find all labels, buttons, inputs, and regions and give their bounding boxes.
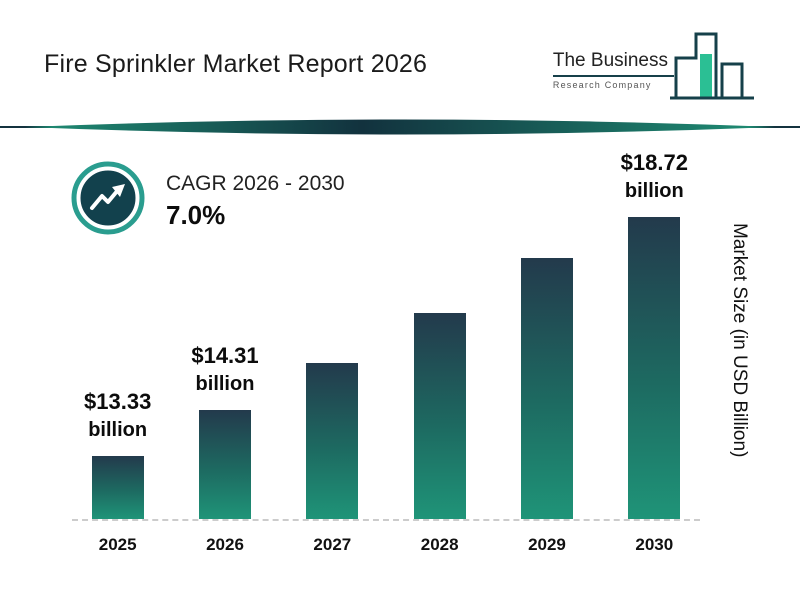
bar-value-unit: billion: [88, 419, 148, 441]
bar-chart-logo-icon: [670, 28, 756, 111]
axis-baseline: [72, 519, 700, 521]
x-tick-2026: 2026: [206, 535, 244, 554]
x-tick-2029: 2029: [528, 535, 566, 554]
bar-2025: [91, 456, 144, 519]
bar-2030: [628, 216, 681, 519]
bar-group-2028: 2028: [386, 148, 493, 555]
logo-line1: The Business: [552, 50, 674, 77]
logo-line2: Research Company: [552, 80, 652, 90]
bar-column-2026: $14.31 billion: [191, 148, 259, 519]
company-logo: The Business Research Company: [552, 28, 756, 111]
logo-text: The Business Research Company: [552, 50, 674, 90]
plot-area: $13.33 billion 2025 $14.31 billion 2026 2027 20…: [64, 148, 708, 572]
bar-column-2027: [306, 148, 359, 519]
bar-column-2028: [413, 148, 466, 519]
bar-2028: [413, 313, 466, 519]
bar-value-amount: $13.33: [84, 389, 152, 415]
bar-value-label-2025: $13.33 billion: [84, 387, 151, 444]
bar-column-2025: $13.33 billion: [84, 148, 151, 519]
cagr-label: CAGR 2026 - 2030: [166, 172, 345, 195]
bar-column-2029: [520, 148, 573, 519]
x-tick-2027: 2027: [313, 535, 352, 554]
bar-value-unit: billion: [624, 179, 684, 202]
x-tick-2028: 2028: [420, 535, 459, 554]
bar-group-2026: $14.31 billion 2026: [171, 148, 278, 555]
bar-value-unit: billion: [195, 373, 255, 395]
bar-2029: [520, 258, 573, 519]
bar-value-label-2026: $14.31 billion: [191, 341, 258, 398]
bar-group-2029: 2029: [493, 148, 600, 555]
x-tick-2030: 2030: [635, 535, 674, 554]
bar-2027: [306, 363, 359, 519]
divider-ornament: [0, 118, 800, 138]
bar-2026: [198, 410, 251, 519]
x-tick-2025: 2025: [98, 535, 137, 554]
bar-value-amount: $18.72: [620, 150, 688, 175]
bar-group-2025: $13.33 billion 2025: [64, 148, 171, 555]
bar-group-2030: $18.72 billion 2030: [601, 148, 708, 555]
bar-column-2030: $18.72 billion: [621, 148, 688, 519]
bar-value-amount: $14.31: [191, 343, 259, 369]
bar-value-label-2030: $18.72 billion: [621, 148, 688, 205]
page-title: Fire Sprinkler Market Report 2026: [44, 50, 428, 78]
y-axis-label: Market Size (in USD Billion): [729, 222, 750, 458]
growth-arrow-icon: [70, 160, 146, 236]
cagr-value: 7.0%: [166, 200, 226, 230]
bar-group-2027: 2027: [279, 148, 386, 555]
